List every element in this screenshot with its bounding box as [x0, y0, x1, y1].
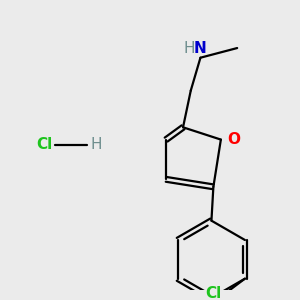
Text: H: H: [90, 137, 102, 152]
Text: Cl: Cl: [206, 286, 222, 300]
Text: O: O: [228, 132, 241, 147]
Text: N: N: [194, 41, 207, 56]
Text: H: H: [183, 41, 195, 56]
Text: Cl: Cl: [36, 137, 52, 152]
